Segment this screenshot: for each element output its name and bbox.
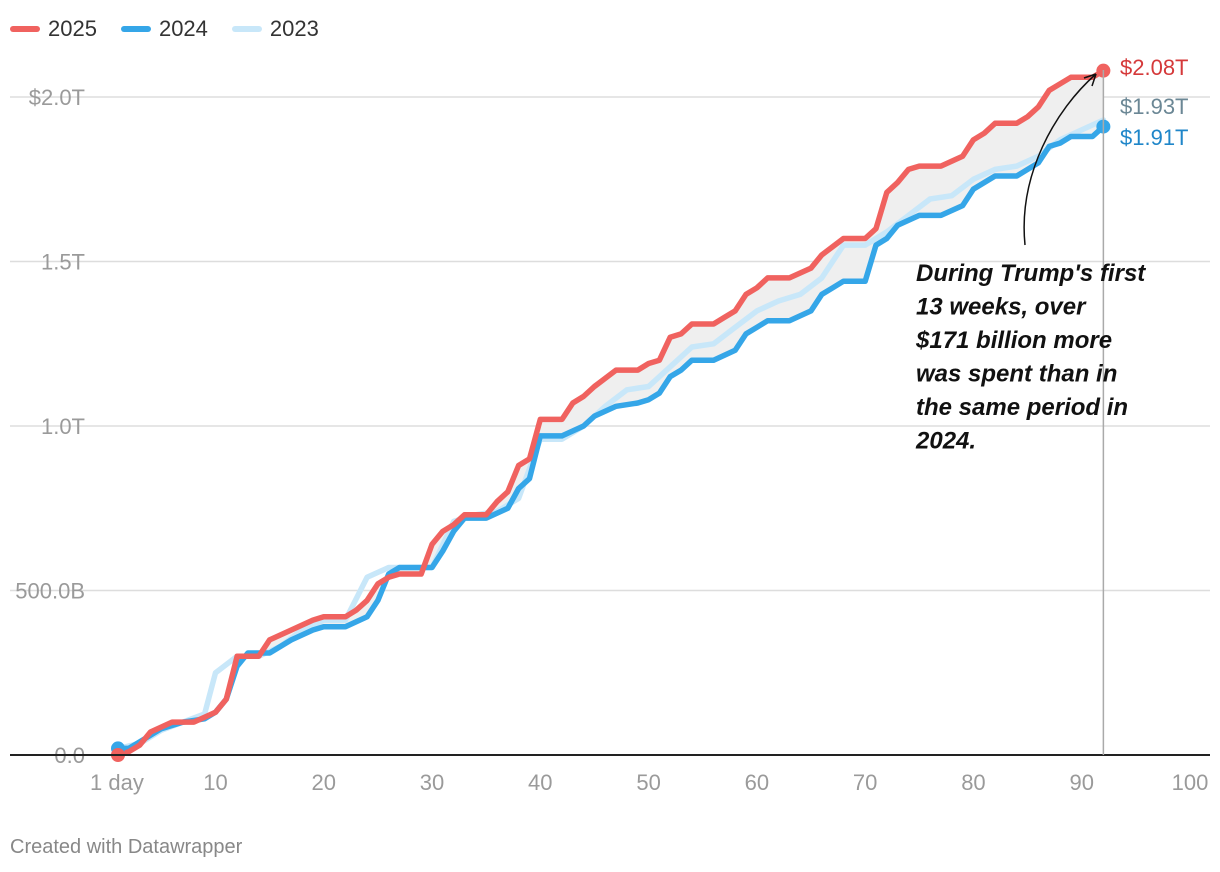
- legend-swatch-2025: [10, 26, 40, 32]
- annotation-line: During Trump's first: [916, 260, 1146, 287]
- end-label: $2.08T: [1120, 55, 1189, 80]
- annotation-layer: $2.08T $1.93T $1.91T During Trump's first 13…: [915, 55, 1189, 455]
- annotation-line: $171 billion more: [915, 327, 1112, 354]
- legend: 2025 2024 2023: [10, 16, 319, 42]
- y-tick-label: 1.0T: [41, 414, 85, 439]
- x-tick-label: 1 day: [90, 770, 144, 795]
- y-tick-label: $2.0T: [29, 85, 85, 110]
- annotation-line: the same period in: [916, 394, 1128, 421]
- grid-layer: [10, 96, 1210, 592]
- legend-swatch-2023: [231, 26, 262, 32]
- legend-item-2024: 2024: [120, 16, 208, 42]
- x-tick-label: 60: [745, 770, 769, 795]
- end-label: $1.93T: [1120, 94, 1189, 119]
- x-tick-label: 20: [311, 770, 335, 795]
- annotation-line: was spent than in: [916, 361, 1117, 388]
- annotation-arrow: [1023, 73, 1097, 246]
- x-tick-label: 80: [961, 770, 985, 795]
- x-tick-label: 40: [528, 770, 552, 795]
- series-line-2025: [115, 67, 1107, 758]
- gap-fill-area: [118, 70, 1104, 755]
- series-line-2024: [115, 123, 1107, 752]
- y-tick-label: 1.5T: [41, 250, 85, 275]
- annotation-line: 2024.: [915, 428, 976, 455]
- x-tick-label: 70: [853, 770, 877, 795]
- annotation-line: 13 weeks, over: [916, 294, 1087, 321]
- gap-fill-layer: [118, 70, 1104, 755]
- legend-label-2023: 2023: [269, 16, 319, 41]
- y-tick-label: 500.0B: [15, 579, 85, 604]
- footer-credit: Created with Datawrapper: [10, 836, 243, 858]
- x-tick-label: 90: [1069, 770, 1093, 795]
- x-tick-label: 30: [420, 770, 444, 795]
- series-lines: [111, 63, 1111, 762]
- x-tick-label: 10: [203, 770, 227, 795]
- end-label: $1.91T: [1120, 125, 1189, 150]
- legend-swatch-2024: [120, 26, 151, 32]
- legend-item-2023: 2023: [231, 16, 319, 42]
- x-tick-label: 50: [636, 770, 660, 795]
- legend-label-2024: 2024: [158, 16, 208, 41]
- legend-label-2025: 2025: [48, 16, 97, 41]
- annotation-arrowhead: [1083, 73, 1097, 87]
- x-tick-label: 100: [1172, 770, 1209, 795]
- legend-item-2025: 2025: [10, 16, 97, 42]
